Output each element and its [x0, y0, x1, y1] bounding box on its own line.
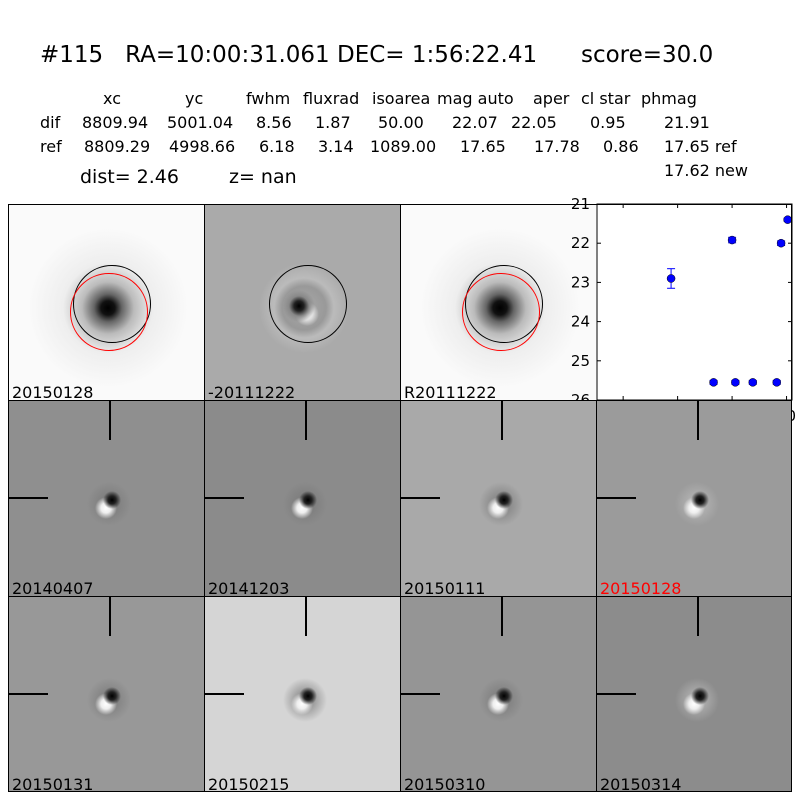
aperture-circle: [269, 265, 347, 343]
marker: [748, 378, 758, 387]
cutout-panel: 20150310: [400, 596, 596, 792]
divider: [400, 204, 401, 792]
new-aperture-circle: [70, 273, 148, 351]
data-point: [666, 268, 676, 289]
col-header: cl star: [581, 89, 631, 108]
phmag-new: 17.62 new: [664, 161, 748, 180]
cell: 50.00: [378, 113, 424, 132]
crosshair-vertical: [501, 400, 503, 440]
col-header: fwhm: [246, 89, 291, 108]
col-header: aper: [533, 89, 570, 108]
panel-label: 20150310: [404, 775, 486, 792]
crosshair-vertical: [697, 596, 699, 636]
cutout-panel: 20150131: [8, 596, 204, 792]
divider: [8, 596, 792, 597]
cutout-panel: 20140407: [8, 400, 204, 596]
cutout-panel: 20150314: [596, 596, 792, 792]
panel-label: -20111222: [208, 383, 296, 400]
cell: 17.78: [534, 137, 580, 156]
row-label-ref: ref: [40, 137, 62, 156]
panel-label: 20150131: [12, 775, 94, 792]
cell: 8809.29: [84, 137, 151, 156]
col-header: isoarea: [372, 89, 431, 108]
crosshair-horizontal: [204, 693, 244, 695]
y-tick-label: 25: [571, 352, 590, 370]
panel-label: 20141203: [208, 579, 290, 596]
cutout-panel: 20150128: [596, 400, 792, 596]
col-header: yc: [185, 89, 204, 108]
cell: 22.05: [511, 113, 557, 132]
col-header: xc: [103, 89, 121, 108]
data-point: [731, 378, 740, 387]
marker: [772, 378, 781, 387]
col-header: fluxrad: [303, 89, 360, 108]
crosshair-horizontal: [204, 497, 244, 499]
marker: [666, 274, 676, 283]
col-header: mag auto: [437, 89, 514, 108]
reference-image-panel: R20111222: [400, 204, 596, 400]
crosshair-horizontal: [8, 693, 48, 695]
cell: 0.95: [590, 113, 626, 132]
cutout-panel: 20141203: [204, 400, 400, 596]
marker: [776, 238, 786, 248]
data-point: [727, 235, 737, 245]
cell: 8809.94: [82, 113, 149, 132]
cell: 8.56: [256, 113, 292, 132]
divider: [204, 204, 205, 792]
new-aperture-circle: [462, 273, 540, 351]
panel-label: 20140407: [12, 579, 94, 596]
marker: [727, 235, 737, 245]
data-point: [709, 378, 718, 387]
panel-label: 20150314: [600, 775, 682, 792]
new-image-panel: 20150128: [8, 204, 204, 400]
crosshair-vertical: [501, 596, 503, 636]
cell: 0.86: [603, 137, 639, 156]
marker: [731, 378, 740, 387]
crosshair-horizontal: [596, 693, 636, 695]
data-point: [776, 238, 786, 248]
y-tick-label: 22: [571, 234, 590, 252]
plot-area: [596, 203, 793, 401]
panel-label: 20150128: [12, 383, 94, 400]
y-tick-label: 24: [571, 313, 590, 331]
cell: 1.87: [315, 113, 351, 132]
row-label-dif: dif: [40, 113, 61, 132]
col-header: phmag: [641, 89, 697, 108]
crosshair-horizontal: [8, 497, 48, 499]
data-point: [748, 378, 758, 387]
crosshair-vertical: [305, 400, 307, 440]
difference-image-panel: -20111222: [204, 204, 400, 400]
cell: 1089.00: [370, 137, 437, 156]
cell: 22.07: [452, 113, 498, 132]
candidate-title: #115 RA=10:00:31.061 DEC= 1:56:22.41 sco…: [40, 42, 714, 68]
cutout-panel: 20150215: [204, 596, 400, 792]
cell: 3.14: [318, 137, 354, 156]
figure-frame: [8, 204, 792, 792]
marker: [709, 378, 718, 387]
cell: 4998.66: [169, 137, 236, 156]
panel-label: 20150111: [404, 579, 486, 596]
crosshair-horizontal: [596, 497, 636, 499]
data-point: [772, 378, 781, 387]
crosshair-horizontal: [400, 693, 440, 695]
y-tick-label: 23: [571, 273, 590, 291]
cell: 17.65 ref: [664, 137, 737, 156]
cell: 21.91: [664, 113, 710, 132]
z-value: z= nan: [229, 166, 297, 188]
cutout-panel: 20150111: [400, 400, 596, 596]
panel-label: R20111222: [404, 383, 497, 400]
crosshair-horizontal: [400, 497, 440, 499]
divider: [8, 400, 792, 401]
panel-label: 20150215: [208, 775, 290, 792]
cell: 17.65: [460, 137, 506, 156]
crosshair-vertical: [305, 596, 307, 636]
panel-label: 20150128: [600, 579, 682, 596]
cell: 5001.04: [167, 113, 234, 132]
crosshair-vertical: [697, 400, 699, 440]
cell: 6.18: [259, 137, 295, 156]
crosshair-vertical: [109, 596, 111, 636]
dist-value: dist= 2.46: [80, 166, 179, 188]
crosshair-vertical: [109, 400, 111, 440]
